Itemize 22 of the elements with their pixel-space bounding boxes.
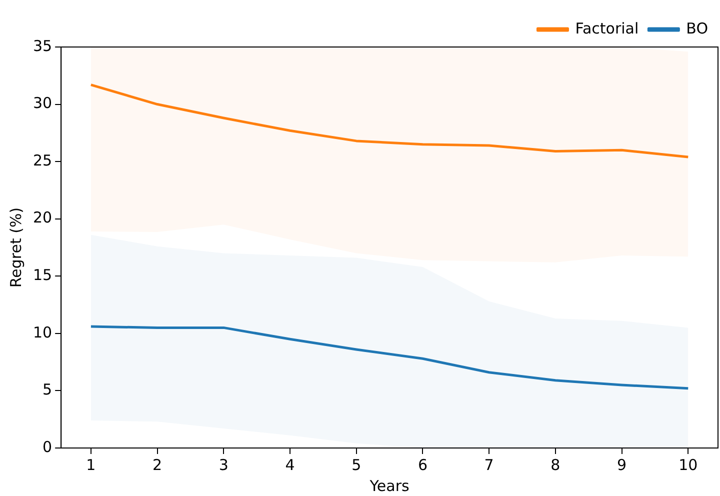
x-tick-label: 6	[418, 456, 428, 474]
y-tick-label: 30	[32, 94, 52, 112]
y-tick-label: 0	[42, 438, 52, 456]
x-tick-label: 7	[484, 456, 494, 474]
x-tick-label: 8	[550, 456, 560, 474]
legend-label: Factorial	[575, 19, 639, 38]
x-tick-label: 4	[285, 456, 295, 474]
x-tick-label: 10	[678, 456, 698, 474]
x-tick-label: 9	[617, 456, 627, 474]
x-tick-label: 3	[218, 456, 228, 474]
x-tick-label: 1	[86, 456, 96, 474]
x-axis-title: Years	[368, 476, 410, 495]
y-tick-label: 10	[32, 323, 52, 342]
legend-label: BO	[686, 19, 708, 38]
y-axis-title: Regret (%)	[6, 207, 25, 288]
y-tick-label: 5	[42, 380, 52, 399]
y-tick-label: 25	[32, 151, 52, 170]
y-tick-label: 35	[32, 36, 52, 55]
y-tick-label: 15	[32, 266, 52, 284]
x-tick-label: 2	[152, 456, 162, 474]
x-tick-label: 5	[352, 456, 362, 474]
y-tick-label: 20	[32, 208, 52, 227]
